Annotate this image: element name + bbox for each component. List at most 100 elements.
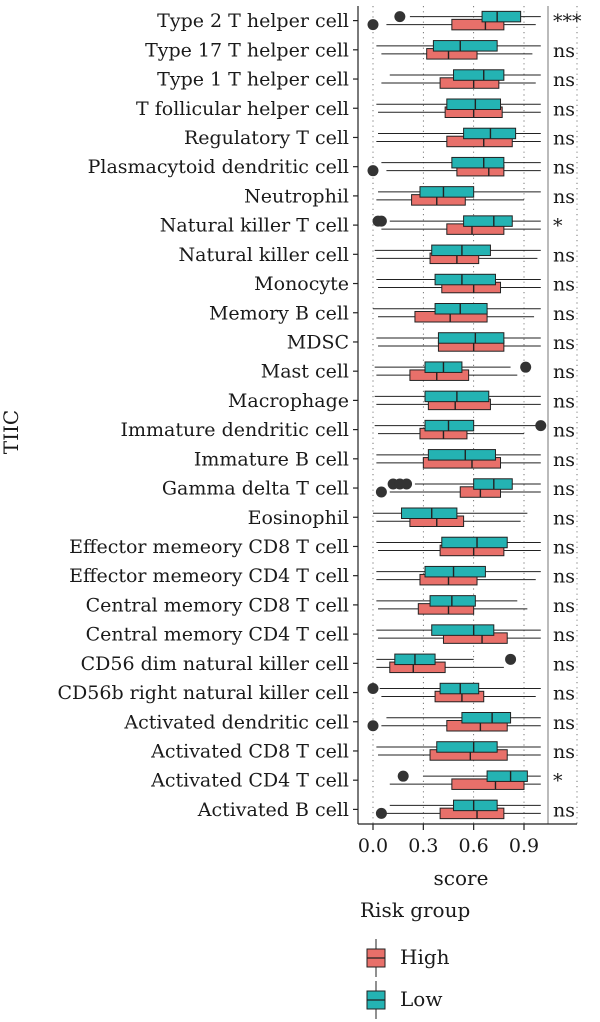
low-iqr-rect [432,40,498,52]
low-box [376,98,541,110]
low-box [367,682,541,695]
significance-label: ns [553,595,575,617]
legend: Risk group High Low [360,898,470,1019]
low-box [376,624,541,636]
low-outlier [520,361,532,373]
low-iqr-rect [436,741,498,753]
low-box [378,127,541,140]
low-iqr-rect [439,682,480,695]
low-box [376,332,541,344]
legend-item: High [366,939,450,977]
significance-label: ns [553,449,575,471]
x-axis-title: score [434,866,489,890]
low-box [378,186,541,198]
significance-label: ns [553,274,575,296]
low-box [386,712,541,724]
low-box [376,40,541,52]
low-iqr-rect [401,507,458,519]
low-outlier [367,683,379,695]
low-iqr-rect [463,215,513,227]
low-iqr-rect [451,156,505,169]
category-label: T follicular helper cell [136,98,349,120]
low-box [376,449,541,461]
x-tick-label: 0.9 [509,835,539,857]
high-box [367,720,541,732]
axis-layer: 0.0 0.3 0.6 0.9 [353,6,577,857]
significance-label: ns [553,799,575,821]
low-iqr-rect [424,565,486,578]
significance-label: ns [553,244,575,266]
low-box [376,741,541,753]
low-box [372,215,541,227]
low-iqr-rect [424,419,475,432]
low-iqr-rect [461,712,512,724]
category-label: Type 2 T helper cell [157,10,349,32]
legend-item: Low [366,981,442,1019]
significance-label: ns [553,536,575,558]
significance-label: ns [553,69,575,91]
category-label: Effector memeory CD4 T cell [69,565,349,587]
category-label: Activated dendritic cell [123,711,349,733]
low-iqr-rect [446,98,502,110]
significance-label: ns [553,303,575,325]
low-box [381,156,541,169]
low-outlier [401,478,413,490]
category-label: Central memory CD4 T cell [86,624,349,646]
category-label: CD56b right natural killer cell [58,682,350,704]
low-box [373,507,528,519]
significance-label: ns [553,712,575,734]
low-iqr-rect [463,127,517,140]
category-label: Immature dendritic cell [120,419,349,441]
high-outlier [367,165,379,177]
low-iqr-rect [441,536,508,549]
low-outlier [394,11,406,23]
low-box [374,361,532,373]
low-iqr-rect [431,244,491,257]
significance-label: ns [553,507,575,529]
high-outlier [367,720,379,732]
category-label: Mast cell [261,361,349,383]
significance-label: ns [553,186,575,208]
low-iqr-rect [437,332,505,344]
low-box [376,273,541,286]
significance-label: *** [553,11,582,33]
low-iqr-rect [453,69,505,81]
box-layer [367,10,547,820]
category-label: Neutrophil [244,185,349,207]
category-label: Activated CD4 T cell [150,770,349,792]
low-box [374,390,541,403]
high-iqr-rect [451,18,505,31]
low-box [376,595,518,607]
category-label: Activated B cell [197,799,349,821]
low-box [376,653,517,666]
low-iqr-rect [431,624,495,636]
low-iqr-rect [427,449,496,461]
y-axis-title: TIIC [0,410,23,454]
category-label: Type 1 T helper cell [157,69,349,91]
high-box [375,486,541,498]
significance-label: ns [553,741,575,763]
low-box [397,770,541,782]
significance-label: * [553,215,563,237]
low-outlier [375,215,387,227]
significance-label: ns [553,420,575,442]
category-label: Natural killer T cell [160,215,349,237]
significance-label: ns [553,653,575,675]
low-outlier [505,653,517,665]
low-box [373,303,541,315]
category-label: Type 17 T helper cell [145,39,349,61]
significance-label: ns [553,157,575,179]
low-iqr-rect [429,595,476,607]
low-iqr-rect [434,303,488,315]
low-outlier [535,420,547,432]
category-label-layer: Type 2 T helper cell Type 17 T helper cel… [58,10,350,821]
category-label: Gamma delta T cell [162,478,349,500]
legend-label: High [400,945,450,969]
category-label: Memory B cell [209,302,349,324]
low-box [389,799,541,812]
significance-label: ns [553,624,575,646]
low-box [394,10,541,23]
significance-label: ns [553,98,575,120]
low-box [376,565,541,578]
low-outlier [397,770,409,782]
